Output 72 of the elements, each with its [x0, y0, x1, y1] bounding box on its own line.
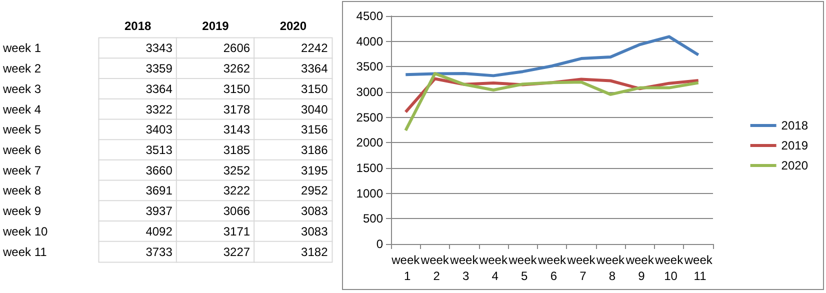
- x-tick-label: week 8: [596, 253, 626, 283]
- x-tick-label: week 5: [508, 253, 538, 283]
- y-tick-label: 1000: [356, 186, 384, 200]
- y-tick-label: 4000: [356, 34, 384, 48]
- data-label: 3322: [146, 102, 173, 116]
- data-label: 2606: [223, 41, 250, 56]
- y-tick-label: 3500: [356, 60, 384, 74]
- data-label: 3156: [301, 122, 328, 137]
- y-tick-label: week 4: [2, 102, 42, 116]
- y-tick-label: 4500: [356, 9, 384, 23]
- x-tick-label: week 2: [420, 253, 450, 283]
- data-label: 4092: [146, 224, 173, 238]
- y-tick-label: week 10: [2, 224, 48, 238]
- data-label: 3937: [146, 204, 173, 218]
- x-tick-label: week 3: [449, 253, 480, 283]
- data-label: 3150: [301, 82, 328, 96]
- data-label: 2952: [301, 184, 328, 198]
- y-tick-label: 0: [376, 237, 384, 251]
- data-label: 3227: [223, 244, 250, 259]
- data-label: 3364: [301, 62, 328, 76]
- x-tick-label: 2018: [124, 19, 152, 33]
- x-tick-label: week 1: [390, 253, 421, 283]
- x-tick-label: week 4: [478, 253, 508, 283]
- y-tick-label: week 2: [2, 62, 42, 76]
- y-tick-label: week 5: [2, 122, 42, 137]
- legend-label: 2019: [781, 138, 808, 152]
- y-tick-label: 500: [362, 212, 384, 226]
- y-tick-label: 2000: [356, 136, 384, 150]
- y-tick-label: week 8: [2, 184, 42, 198]
- data-label: 3066: [223, 204, 250, 218]
- y-tick-label: week 7: [2, 163, 42, 178]
- data-label: 3083: [301, 204, 328, 218]
- y-tick-label: week 9: [2, 204, 42, 218]
- data-label: 3150: [223, 82, 250, 96]
- data-label: 3733: [146, 244, 173, 259]
- data-label: 3171: [223, 224, 250, 238]
- data-label: 3364: [146, 82, 173, 96]
- data-label: 2242: [301, 41, 328, 56]
- data-label: 3195: [301, 163, 328, 178]
- y-tick-label: week 6: [2, 143, 42, 157]
- x-tick-label: week 6: [536, 253, 568, 283]
- x-tick-label: week 11: [683, 253, 714, 283]
- data-label: 3513: [146, 143, 173, 157]
- data-label: 3182: [301, 244, 328, 259]
- legend-label: 2018: [781, 118, 808, 132]
- data-label: 3185: [223, 143, 250, 157]
- data-label: 3343: [146, 41, 173, 56]
- data-label: 3252: [223, 163, 250, 178]
- y-tick-label: week 3: [2, 82, 42, 96]
- legend-label: 2020: [781, 158, 808, 172]
- y-tick-label: 1500: [356, 161, 384, 175]
- x-tick-label: week 7: [566, 253, 596, 283]
- y-tick-label: 3000: [356, 85, 384, 99]
- line-series: [404, 72, 700, 132]
- x-tick-label: 2019: [202, 19, 230, 33]
- data-label: 3691: [146, 184, 173, 198]
- data-label: 3186: [301, 143, 328, 157]
- data-label: 3143: [223, 122, 250, 137]
- data-label: 3660: [146, 163, 173, 178]
- x-tick-label: week 10: [654, 253, 684, 283]
- data-label: 3262: [223, 62, 250, 76]
- data-label: 3178: [223, 102, 250, 116]
- data-label: 3403: [146, 122, 173, 137]
- data-label: 3222: [223, 184, 250, 198]
- x-tick-label: week 9: [624, 253, 655, 283]
- line-series: [404, 35, 700, 78]
- y-tick-label: week 1: [2, 41, 42, 56]
- data-label: 3040: [301, 102, 328, 116]
- data-label: 3359: [146, 62, 173, 76]
- x-tick-label: 2020: [280, 19, 307, 33]
- y-tick-label: 2500: [356, 110, 384, 124]
- data-label: 3083: [301, 224, 328, 238]
